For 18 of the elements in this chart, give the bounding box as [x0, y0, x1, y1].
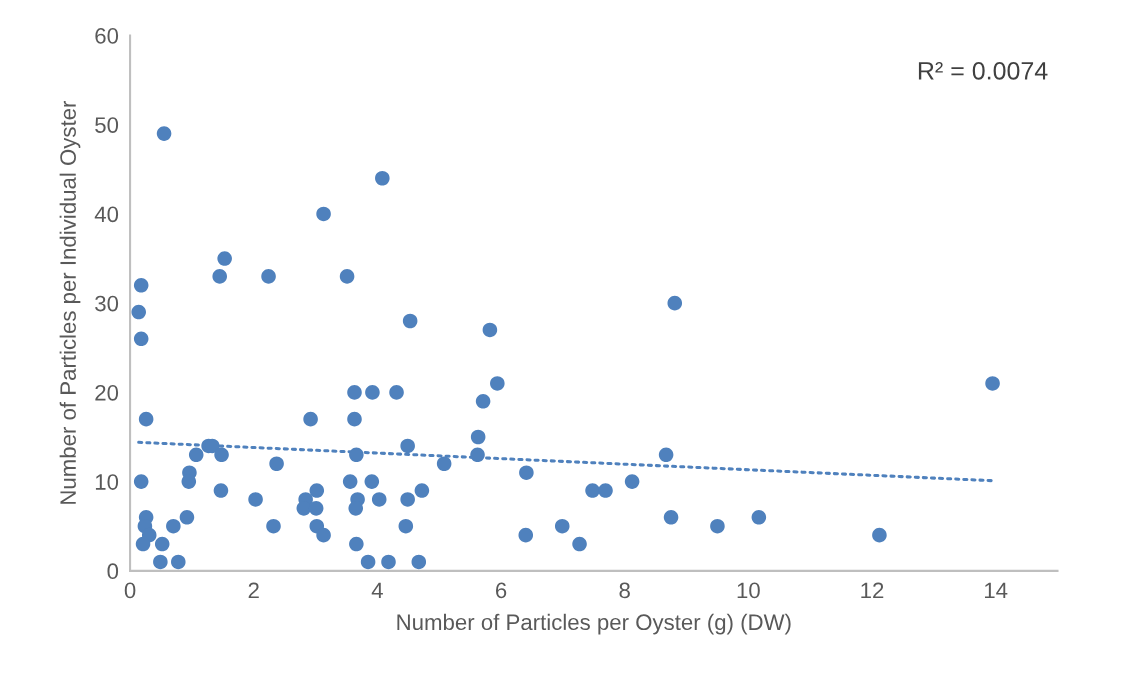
- x-tick-label: 8: [619, 582, 630, 599]
- x-tick-label: 14: [984, 582, 1008, 599]
- y-tick-label: 10: [95, 474, 119, 490]
- y-tick-label: 30: [95, 295, 119, 312]
- x-axis-title: Number of Particles per Oyster (g) (DW): [397, 613, 791, 635]
- y-tick-label: 20: [95, 384, 119, 401]
- annotation: R² = 0.0074: [918, 61, 1048, 80]
- x-tick-label: 12: [861, 582, 884, 599]
- x-tick-label: 10: [737, 582, 760, 599]
- y-tick-label: 50: [95, 117, 119, 133]
- y-tick-label: 40: [94, 206, 119, 223]
- y-tick-label: 60: [95, 28, 119, 44]
- y-tick-label: 0: [107, 563, 119, 580]
- x-tick-label: 6: [495, 582, 507, 599]
- x-tick-label: 4: [371, 582, 383, 599]
- y-axis-title: Number of Particles per Individual Oyster: [59, 100, 81, 504]
- x-tick-label: 2: [248, 582, 259, 599]
- x-tick-label: 0: [124, 582, 136, 599]
